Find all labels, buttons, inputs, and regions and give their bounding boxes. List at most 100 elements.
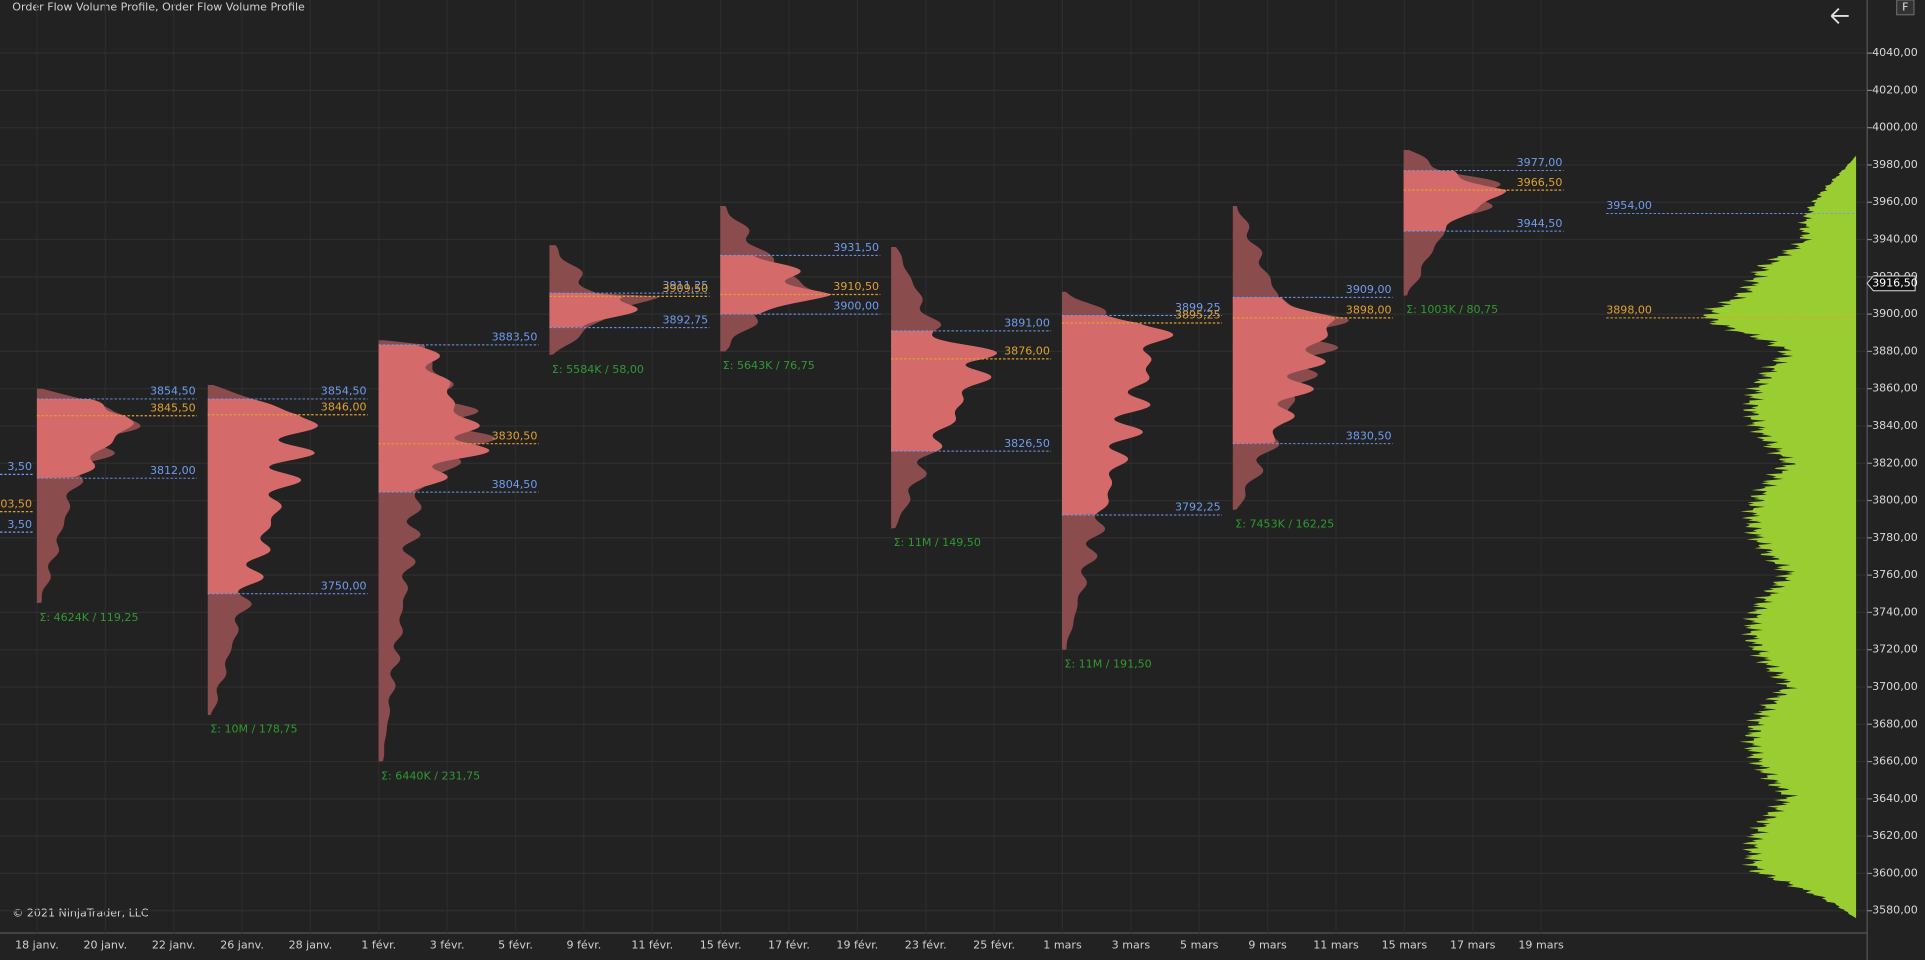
price-label: 3780,00 xyxy=(1872,531,1918,544)
date-label: 1 mars xyxy=(1043,938,1082,951)
poc-label: 3830,50 xyxy=(492,429,538,442)
value-area xyxy=(378,344,490,493)
price-label: 3760,00 xyxy=(1872,568,1918,581)
profile-summary: Σ: 11M / 149,50 xyxy=(894,536,981,549)
poc-label: 3895,25 xyxy=(1175,309,1221,322)
profile-summary: Σ: 5643K / 76,75 xyxy=(723,359,815,372)
val-label: 3812,00 xyxy=(150,464,196,477)
date-label: 1 févr. xyxy=(361,938,396,951)
date-label: 17 mars xyxy=(1450,938,1496,951)
poc-label: 3910,50 xyxy=(833,280,879,293)
poc-label: 3898,00 xyxy=(1346,303,1392,316)
date-label: 9 févr. xyxy=(566,938,601,951)
profile-summary: Σ: 10M / 178,75 xyxy=(210,723,297,736)
price-label: 3700,00 xyxy=(1872,680,1918,693)
vah-label: 3899,25 xyxy=(1175,301,1221,314)
price-label: 3640,00 xyxy=(1872,792,1918,805)
composite-vah-label: 3954,00 xyxy=(1606,199,1652,212)
date-label: 19 mars xyxy=(1518,938,1564,951)
composite-poc-label: 3898,00 xyxy=(1606,303,1652,316)
value-area xyxy=(1403,170,1507,232)
date-label: 15 févr. xyxy=(700,938,742,951)
date-label: 28 janv. xyxy=(289,938,333,951)
value-area xyxy=(1232,297,1336,444)
price-label: 4000,00 xyxy=(1872,121,1918,134)
date-label: 9 mars xyxy=(1248,938,1287,951)
price-label: 3940,00 xyxy=(1872,233,1918,246)
composite-profile xyxy=(1701,155,1857,919)
price-label: 3720,00 xyxy=(1872,643,1918,656)
val-label: 3830,50 xyxy=(1346,429,1392,442)
val-label: 3944,50 xyxy=(1517,217,1563,230)
price-label: 3960,00 xyxy=(1872,195,1918,208)
price-label: 3660,00 xyxy=(1872,755,1918,768)
value-area xyxy=(207,398,318,594)
copyright: © 2021 NinjaTrader, LLC xyxy=(12,906,149,919)
date-label: 22 janv. xyxy=(152,938,196,951)
chart-title: Order Flow Volume Profile, Order Flow Vo… xyxy=(12,0,305,13)
value-area xyxy=(1061,315,1174,516)
val-label: 3826,50 xyxy=(1004,437,1050,450)
val-label: 3792,25 xyxy=(1175,501,1221,514)
poc-label: 3909,50 xyxy=(662,282,708,295)
value-area xyxy=(720,255,832,315)
val-label: 3804,50 xyxy=(492,478,538,491)
val-label: 3750,00 xyxy=(321,579,367,592)
vah-label: 3883,50 xyxy=(492,331,538,344)
price-label: 4020,00 xyxy=(1872,83,1918,96)
profile-summary: Σ: 4624K / 119,25 xyxy=(39,611,138,624)
current-price-label: 3916,50 xyxy=(1872,276,1918,289)
price-label: 3860,00 xyxy=(1872,382,1918,395)
profile-summary: Σ: 11M / 191,50 xyxy=(1064,657,1151,670)
vah-label: 3911,25 xyxy=(662,279,708,292)
vah-label: 3891,00 xyxy=(1004,317,1050,330)
poc-label: 3966,50 xyxy=(1517,176,1563,189)
vah-label: 3909,00 xyxy=(1346,283,1392,296)
price-label: 4040,00 xyxy=(1872,46,1918,59)
vah-label: 3854,50 xyxy=(321,385,367,398)
vah-label: 3854,50 xyxy=(150,385,196,398)
profile-summary: Σ: 7453K / 162,25 xyxy=(1235,518,1334,531)
vah-label: 3931,50 xyxy=(833,241,879,254)
poc-label: 3846,00 xyxy=(321,400,367,413)
profile-summary: Σ: 6440K / 231,75 xyxy=(381,769,480,782)
date-label: 11 mars xyxy=(1313,938,1359,951)
date-label: 3 févr. xyxy=(430,938,465,951)
date-label: 15 mars xyxy=(1382,938,1428,951)
date-label: 11 févr. xyxy=(631,938,673,951)
date-label: 3 mars xyxy=(1112,938,1151,951)
poc-label: 3845,50 xyxy=(150,401,196,414)
back-button[interactable] xyxy=(1830,7,1849,24)
clipped-level-label: 3,50 xyxy=(7,518,32,531)
price-label: 3980,00 xyxy=(1872,158,1918,171)
date-label: 26 janv. xyxy=(220,938,264,951)
price-label: 3800,00 xyxy=(1872,494,1918,507)
poc-label: 3876,00 xyxy=(1004,345,1050,358)
value-area xyxy=(891,330,998,452)
date-label: 19 févr. xyxy=(836,938,878,951)
f-button-label[interactable]: F xyxy=(1902,0,1908,13)
date-label: 5 févr. xyxy=(498,938,533,951)
price-label: 3680,00 xyxy=(1872,717,1918,730)
back-arrow[interactable] xyxy=(1830,7,1849,24)
price-label: 3580,00 xyxy=(1872,904,1918,917)
value-area xyxy=(36,398,134,479)
price-label: 3600,00 xyxy=(1872,866,1918,879)
price-label: 3740,00 xyxy=(1872,605,1918,618)
clipped-level-label: 3,50 xyxy=(7,460,32,473)
current-price-box xyxy=(1866,275,1916,292)
profile-summary: Σ: 1003K / 80,75 xyxy=(1406,303,1498,316)
price-label: 3880,00 xyxy=(1872,344,1918,357)
val-label: 3892,75 xyxy=(662,313,708,326)
date-label: 17 févr. xyxy=(768,938,810,951)
val-label: 3900,00 xyxy=(833,300,879,313)
f-button[interactable] xyxy=(1896,0,1915,16)
price-label: 3840,00 xyxy=(1872,419,1918,432)
price-label: 3900,00 xyxy=(1872,307,1918,320)
date-label: 5 mars xyxy=(1180,938,1219,951)
clipped-level-label: 03,50 xyxy=(0,497,32,510)
date-label: 25 févr. xyxy=(973,938,1015,951)
